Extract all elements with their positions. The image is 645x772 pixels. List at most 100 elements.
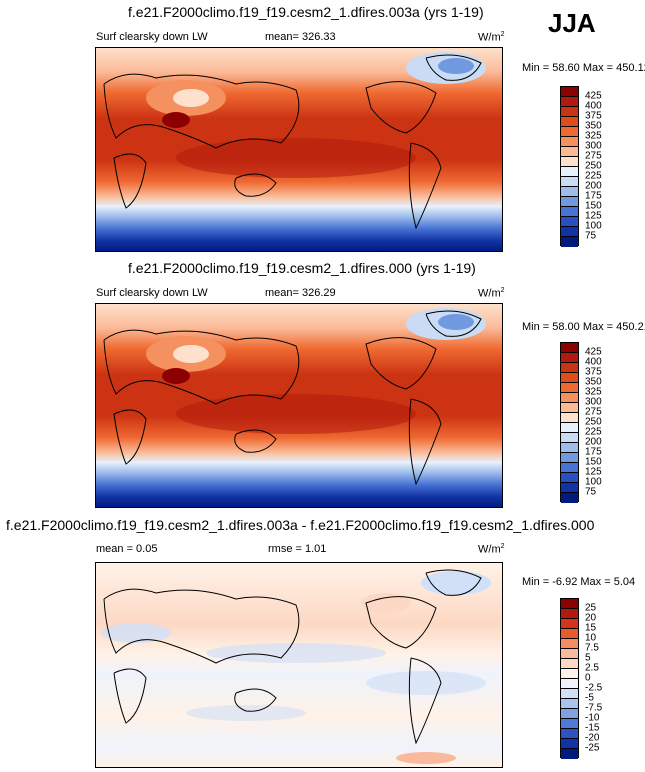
colorbar-swatch [561, 117, 578, 127]
colorbar-tick: 5 [585, 652, 591, 664]
colorbar-tick: 2.5 [585, 662, 599, 674]
colorbar-tick: 175 [585, 446, 602, 458]
colorbar-swatch [561, 237, 578, 247]
colorbar-swatch [561, 177, 578, 187]
colorbar-tick: 15 [585, 622, 597, 634]
panel-3-units: W/m2 [478, 543, 505, 556]
panel-1-map-field [96, 48, 502, 251]
colorbar-tick: -5 [585, 692, 594, 704]
colorbar-swatch [561, 443, 578, 453]
colorbar-swatch [561, 167, 578, 177]
panel-2-mean: mean= 326.29 [265, 287, 336, 299]
panel-2-variable-label: Surf clearsky down LW [96, 287, 208, 299]
panel-2-colorbar [560, 342, 579, 503]
colorbar-tick: -7.5 [585, 702, 603, 714]
colorbar-tick: 75 [585, 486, 597, 498]
colorbar-tick: 400 [585, 100, 602, 112]
colorbar-swatch [561, 187, 578, 197]
colorbar-swatch [561, 363, 578, 373]
colorbar-tick: -2.5 [585, 682, 603, 694]
colorbar-tick: -15 [585, 722, 600, 734]
colorbar-swatch [561, 639, 578, 649]
colorbar-swatch [561, 669, 578, 679]
colorbar-tick: 200 [585, 180, 602, 192]
colorbar-swatch [561, 749, 578, 759]
colorbar-tick: -25 [585, 742, 600, 754]
colorbar-swatch [561, 137, 578, 147]
colorbar-swatch [561, 343, 578, 353]
colorbar-swatch [561, 403, 578, 413]
colorbar-swatch [561, 689, 578, 699]
colorbar-tick: 375 [585, 110, 602, 122]
colorbar-swatch [561, 619, 578, 629]
panel-1-minmax: Min = 58.60 Max = 450.12 [522, 62, 645, 74]
colorbar-swatch [561, 413, 578, 423]
colorbar-tick: 25 [585, 602, 597, 614]
panel-1-variable-label: Surf clearsky down LW [96, 31, 208, 43]
colorbar-swatch [561, 649, 578, 659]
colorbar-tick: 300 [585, 396, 602, 408]
colorbar-swatch [561, 699, 578, 709]
colorbar-tick: 300 [585, 140, 602, 152]
colorbar-swatch [561, 739, 578, 749]
colorbar-swatch [561, 609, 578, 619]
colorbar-swatch [561, 729, 578, 739]
panel-3-colorbar [560, 598, 579, 759]
colorbar-tick: 250 [585, 416, 602, 428]
panel-1-colorbar [560, 86, 579, 247]
colorbar-tick: 150 [585, 456, 602, 468]
colorbar-tick: 0 [585, 672, 591, 684]
colorbar-tick: 425 [585, 90, 602, 102]
season-label: JJA [548, 8, 596, 38]
colorbar-tick: 10 [585, 632, 597, 644]
colorbar-swatch [561, 373, 578, 383]
panel-2-minmax: Min = 58.00 Max = 450.21 [522, 321, 645, 333]
colorbar-swatch [561, 659, 578, 669]
colorbar-tick: 325 [585, 130, 602, 142]
colorbar-swatch [561, 127, 578, 137]
panel-3-mean: mean = 0.05 [96, 543, 158, 555]
colorbar-swatch [561, 719, 578, 729]
colorbar-swatch [561, 207, 578, 217]
panel-3-minmax: Min = -6.92 Max = 5.04 [522, 576, 636, 588]
colorbar-swatch [561, 227, 578, 237]
colorbar-tick: 400 [585, 356, 602, 368]
colorbar-tick: 425 [585, 346, 602, 358]
colorbar-tick: 350 [585, 376, 602, 388]
colorbar-swatch [561, 197, 578, 207]
panel-3-rmse: rmse = 1.01 [268, 543, 327, 555]
colorbar-swatch [561, 679, 578, 689]
colorbar-tick: -20 [585, 732, 600, 744]
panel-2-units: W/m2 [478, 287, 505, 300]
colorbar-tick: 100 [585, 476, 602, 488]
colorbar-tick: 125 [585, 466, 602, 478]
colorbar-swatch [561, 157, 578, 167]
colorbar-tick: 175 [585, 190, 602, 202]
colorbar-tick: 325 [585, 386, 602, 398]
colorbar-swatch [561, 433, 578, 443]
colorbar-tick: 275 [585, 150, 602, 162]
colorbar-swatch [561, 709, 578, 719]
colorbar-tick: 225 [585, 426, 602, 438]
colorbar-swatch [561, 107, 578, 117]
panel-3-title: f.e21.F2000climo.f19_f19.cesm2_1.dfires.… [6, 517, 595, 533]
colorbar-swatch [561, 629, 578, 639]
panel-3-map [95, 562, 503, 768]
colorbar-swatch [561, 473, 578, 483]
colorbar-tick: 200 [585, 436, 602, 448]
panel-1-map [95, 47, 503, 252]
colorbar-tick: -10 [585, 712, 600, 724]
panel-1-units: W/m2 [478, 31, 505, 44]
colorbar-swatch [561, 217, 578, 227]
colorbar-tick: 350 [585, 120, 602, 132]
colorbar-swatch [561, 483, 578, 493]
colorbar-swatch [561, 493, 578, 503]
panel-2-map-field [96, 304, 502, 507]
colorbar-swatch [561, 423, 578, 433]
colorbar-tick: 75 [585, 230, 597, 242]
colorbar-tick: 275 [585, 406, 602, 418]
colorbar-swatch [561, 87, 578, 97]
colorbar-swatch [561, 393, 578, 403]
panel-1-mean: mean= 326.33 [265, 31, 336, 43]
colorbar-swatch [561, 383, 578, 393]
